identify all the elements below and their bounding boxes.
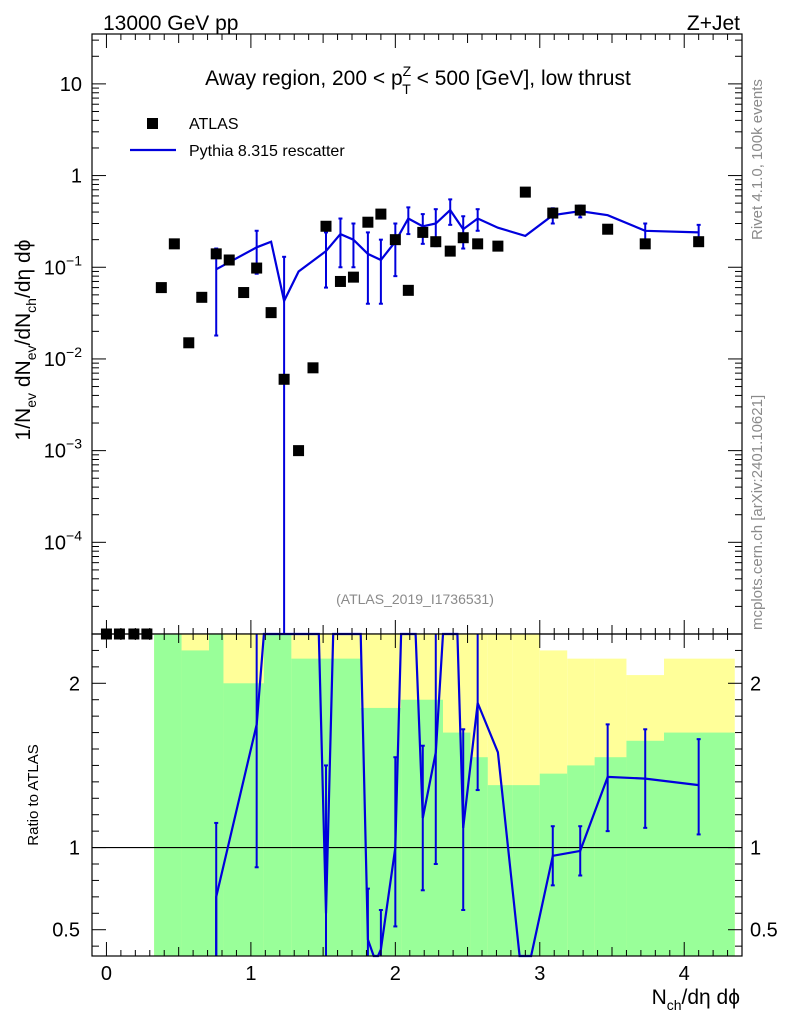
green-band-3 [223,683,264,956]
atlas-point-32 [602,223,614,235]
main-ytick-label-3: 10−2 [44,344,82,371]
xtick-label-2: 2 [390,963,401,985]
ylabel-b-sub: ev [23,345,39,360]
atlas-point-30 [547,207,559,219]
atlas-point-7 [196,291,208,303]
xlabel-a: N [652,986,667,1009]
atlas-point-25 [444,245,456,257]
legend-atlas-label: ATLAS [189,116,239,133]
atlas-point-17 [334,275,346,287]
ratio-axis-ticks [91,633,743,956]
process-label: Z+Jet [687,12,740,35]
atlas-point-20 [375,208,387,220]
rivet-version-label: Rivet 4.1.0, 100k events [749,79,766,240]
analysis-watermark: (ATLAS_2019_I1736531) [336,591,494,607]
atlas-point-4 [155,282,167,294]
atlas-point-10 [238,287,250,299]
atlas-point-24 [430,236,442,248]
green-band-10 [487,785,513,956]
atlas-point-28 [492,240,504,252]
ratio-ytick-label-left-2: 2 [69,673,80,695]
main-ytick-label-4: 10−3 [44,436,82,463]
ratio-frame [91,633,743,957]
atlas-point-34 [693,236,705,248]
green-band-14 [594,757,627,956]
ratio-y-label: Ratio to ATLAS [25,744,42,845]
title-sub: T [402,81,411,97]
main-ytick-label-1: 1 [71,166,82,188]
atlas-point-19 [362,216,374,228]
atlas-point-16 [320,220,332,232]
ratio-panel: 0.5 0.5 1 1 2 2 0 1 2 3 4 [52,632,778,985]
green-band-2 [209,634,224,956]
atlas-point-11 [251,262,263,274]
title-sup: Z [403,63,412,79]
ratio-ytick-label-right-2: 2 [750,673,761,695]
xtick-label-0: 0 [101,963,112,985]
x-axis-label: Nch/dη dϕ [652,986,740,1013]
ratio-tick-labels: 0.5 0.5 1 1 2 2 0 1 2 3 4 [52,673,778,985]
green-band-1 [181,650,209,956]
atlas-point-5 [168,238,180,250]
plot-title: Away region, 200 < pZ T < 500 [GeV], low … [205,63,631,97]
atlas-point-15 [307,362,319,374]
xlabel-b: /dη dϕ [682,986,740,1009]
ylabel-a-sub: ev [23,393,39,408]
xlabel-a-sub: ch [667,997,682,1013]
legend: ATLAS Pythia 8.315 rescatter [130,116,345,160]
atlas-point-12 [265,307,277,319]
ylabel-a: 1/N [12,408,35,441]
atlas-point-22 [402,284,414,296]
xtick-label-4: 4 [679,963,690,985]
green-band-4 [263,634,292,956]
atlas-point-29 [519,186,531,198]
legend-pythia-label: Pythia 8.315 rescatter [189,143,345,160]
atlas-point-33 [639,238,651,250]
ratio-ytick-label-right-0: 0.5 [750,920,778,942]
ratio-ytick-label-left-1: 1 [69,838,80,860]
green-band-9 [470,757,488,956]
pythia-line [215,208,699,305]
ylabel-b: dN [12,360,35,393]
atlas-point-14 [293,445,305,457]
ratio-ytick-label-right-1: 1 [750,838,761,860]
atlas-point-8 [210,248,222,260]
atlas-point-23 [417,226,429,238]
atlas-point-26 [457,232,469,244]
atlas-point-21 [389,234,401,246]
xtick-label-3: 3 [534,963,545,985]
mcplots-label: mcplots.cern.ch [arXiv:2401.10621] [749,395,766,630]
main-y-label: 1/Nev dNev/dNch/dη dϕ [12,240,39,441]
main-ytick-label-5: 10−4 [44,527,82,554]
atlas-point-6 [183,337,195,349]
xtick-label-1: 1 [245,963,256,985]
green-band-8 [443,732,471,956]
ylabel-c: /dN [12,313,35,346]
ylabel-d: /dη dϕ [12,240,35,298]
atlas-point-31 [574,204,586,216]
energy-label: 13000 GeV pp [103,12,238,35]
atlas-point-18 [347,271,359,283]
title-part-after: < 500 [GeV], low thrust [411,67,631,90]
title-part-before: Away region, 200 < p [205,67,403,90]
atlas-point-27 [472,238,484,250]
legend-atlas-marker [147,118,158,129]
main-panel: 10 1 10−1 10−2 10−3 10−4 [44,33,743,640]
main-ytick-label-0: 10 [60,74,82,96]
atlas-point-9 [223,254,235,266]
main-y-tick-labels: 10 1 10−1 10−2 10−3 10−4 [44,74,82,554]
main-axis-ticks [91,34,743,635]
main-ytick-label-2: 10−1 [44,252,82,279]
green-band-0 [154,634,182,956]
atlas-point-13 [278,373,290,385]
ratio-ytick-label-left-0: 0.5 [52,920,80,942]
ylabel-c-sub: ch [23,298,39,313]
